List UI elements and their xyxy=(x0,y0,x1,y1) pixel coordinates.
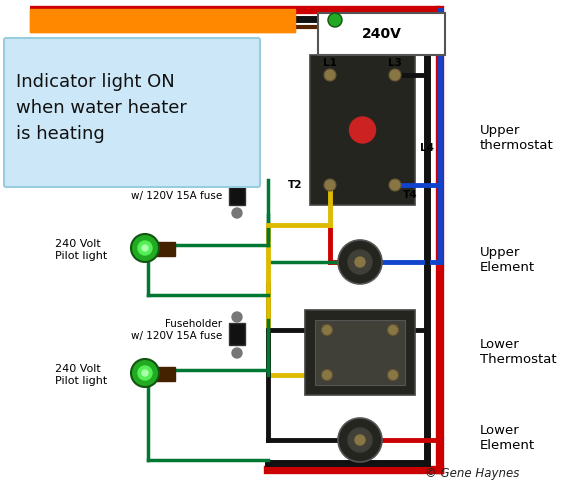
Circle shape xyxy=(338,418,382,462)
Circle shape xyxy=(138,241,152,255)
Bar xyxy=(30,9,295,32)
Text: 240V: 240V xyxy=(362,27,402,41)
Text: Indicator light ON
when water heater
is heating: Indicator light ON when water heater is … xyxy=(16,73,187,143)
Circle shape xyxy=(138,366,152,380)
Text: Upper
thermostat: Upper thermostat xyxy=(480,124,554,152)
Circle shape xyxy=(387,369,398,381)
Bar xyxy=(315,320,405,385)
Text: T4: T4 xyxy=(403,190,418,200)
Text: L3: L3 xyxy=(388,58,402,68)
Circle shape xyxy=(348,250,372,274)
Text: T2: T2 xyxy=(288,180,302,190)
Circle shape xyxy=(321,369,332,381)
Bar xyxy=(229,323,245,345)
Circle shape xyxy=(338,240,382,284)
Circle shape xyxy=(232,208,242,218)
Bar xyxy=(145,367,175,381)
Text: L4: L4 xyxy=(420,143,434,153)
Bar xyxy=(310,55,415,205)
Circle shape xyxy=(142,370,148,376)
Circle shape xyxy=(321,325,332,336)
Circle shape xyxy=(348,428,372,452)
Text: L1: L1 xyxy=(323,58,337,68)
Text: Lower
Element: Lower Element xyxy=(480,424,535,452)
Circle shape xyxy=(324,69,336,81)
Circle shape xyxy=(389,179,401,191)
Bar xyxy=(229,183,245,205)
Circle shape xyxy=(387,325,398,336)
Bar xyxy=(145,242,175,256)
Circle shape xyxy=(355,257,365,267)
Circle shape xyxy=(131,359,159,387)
Bar xyxy=(305,310,415,395)
Circle shape xyxy=(328,13,342,27)
Circle shape xyxy=(142,245,148,251)
Circle shape xyxy=(131,234,159,262)
Bar xyxy=(30,8,295,32)
Text: © Gene Haynes: © Gene Haynes xyxy=(425,467,519,480)
Circle shape xyxy=(350,117,375,143)
Text: 240 Volt
Pilot light: 240 Volt Pilot light xyxy=(55,364,107,386)
Text: Upper
Element: Upper Element xyxy=(480,246,535,274)
Text: 240 Volt
Pilot light: 240 Volt Pilot light xyxy=(55,239,107,261)
Bar xyxy=(318,13,445,55)
Circle shape xyxy=(232,172,242,182)
Text: Lower
Thermostat: Lower Thermostat xyxy=(480,338,556,366)
Circle shape xyxy=(232,348,242,358)
Circle shape xyxy=(232,312,242,322)
Circle shape xyxy=(389,69,401,81)
Text: Fuseholder
w/ 120V 15A fuse: Fuseholder w/ 120V 15A fuse xyxy=(131,179,222,201)
Circle shape xyxy=(324,179,336,191)
Text: Fuseholder
w/ 120V 15A fuse: Fuseholder w/ 120V 15A fuse xyxy=(131,319,222,341)
FancyBboxPatch shape xyxy=(4,38,260,187)
Circle shape xyxy=(355,435,365,445)
